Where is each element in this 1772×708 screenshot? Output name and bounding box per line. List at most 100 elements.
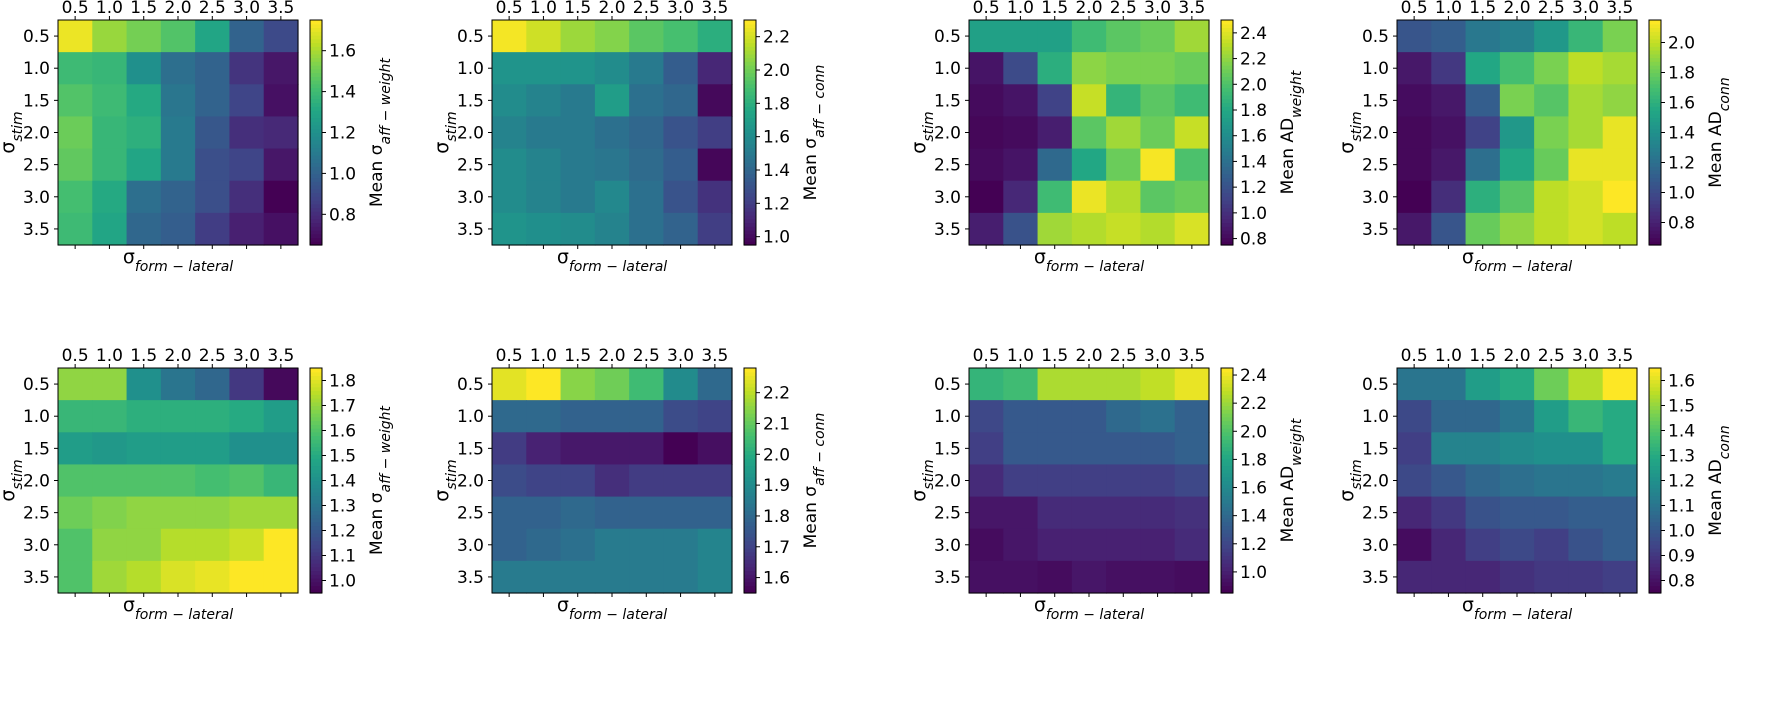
label-main: σ	[1034, 594, 1046, 616]
x-tick-label: 0.5	[1401, 0, 1428, 18]
colorbar-segment	[310, 510, 322, 515]
heatmap-cell	[560, 84, 596, 118]
colorbar-segment	[310, 113, 322, 119]
heatmap-cell	[1037, 464, 1073, 498]
label-main: Mean σ	[801, 486, 821, 549]
colorbar-segment	[1221, 23, 1233, 29]
y-tick-label: 3.0	[457, 536, 484, 556]
heatmap-cell	[492, 496, 527, 530]
colorbar-segment	[744, 491, 756, 497]
heatmap-cell	[160, 52, 196, 85]
heatmap-cell	[1568, 560, 1604, 594]
heatmap-cell	[1003, 148, 1039, 182]
colorbar-segment	[310, 428, 322, 433]
colorbar-segment	[744, 207, 756, 212]
x-tick-label: 1.5	[130, 346, 157, 366]
colorbar-segment	[1649, 570, 1661, 575]
colorbar-segment	[1221, 461, 1233, 467]
heatmap-cell	[1602, 180, 1638, 214]
x-tick-label: 2.5	[1110, 0, 1137, 18]
heatmap-cell	[58, 180, 93, 214]
colorbar-segment	[744, 230, 756, 235]
label: Mean σaff − conn	[801, 65, 828, 201]
y-tick-label: 1.5	[23, 91, 50, 111]
colorbar-segment	[310, 203, 322, 209]
heatmap-cell	[1397, 400, 1432, 433]
heatmap-cell	[195, 20, 231, 53]
heatmap-cell	[492, 560, 527, 594]
colorbar-segment	[744, 446, 756, 452]
colorbar-segment	[744, 42, 756, 47]
label: σform − lateral	[557, 246, 667, 275]
heatmap-cell	[594, 116, 630, 150]
heatmap-cell	[92, 400, 128, 433]
heatmap-cell	[263, 464, 299, 498]
y-tick-label: 3.0	[1362, 188, 1389, 208]
colorbar-tick-label: 2.4	[1240, 366, 1267, 386]
heatmap-cell	[1140, 52, 1176, 85]
heatmap-cell	[969, 180, 1004, 214]
heatmap-cell	[1140, 20, 1176, 53]
colorbar-segment	[744, 398, 756, 403]
colorbar-segment	[1649, 431, 1661, 437]
colorbar-segment	[1221, 102, 1233, 107]
colorbar-segment	[744, 566, 756, 572]
colorbar-segment	[1649, 151, 1661, 156]
y-tick-label: 2.5	[457, 504, 484, 524]
colorbar-segment	[1649, 68, 1661, 74]
colorbar-segment	[1649, 173, 1661, 179]
heatmap-cell	[1568, 148, 1604, 182]
colorbar-segment	[744, 80, 756, 85]
colorbar-segment	[1221, 207, 1233, 212]
label-subscript: stim	[921, 459, 937, 489]
x-tick-label: 3.0	[233, 0, 260, 18]
heatmap-cell	[195, 84, 231, 118]
heatmap-cell	[1106, 20, 1142, 53]
colorbar-segment	[310, 488, 322, 493]
x-tick-label: 3.5	[701, 0, 728, 18]
colorbar-segment	[744, 581, 756, 587]
label-subscript: stim	[1349, 111, 1365, 141]
colorbar-segment	[1649, 65, 1661, 70]
colorbar-segment	[744, 65, 756, 70]
colorbar-segment	[1649, 72, 1661, 77]
heatmap-cell	[1071, 212, 1107, 246]
heatmap-cell	[629, 560, 665, 594]
colorbar-segment	[310, 555, 322, 560]
heatmap-cell	[263, 560, 299, 594]
colorbar-segment	[744, 128, 756, 134]
colorbar-segment	[1221, 428, 1233, 433]
heatmap-cell	[594, 52, 630, 85]
colorbar-segment	[310, 405, 322, 410]
heatmap-cell	[229, 52, 265, 85]
heatmap-cell	[229, 20, 265, 53]
colorbar-segment	[310, 233, 322, 239]
heatmap-cell	[1071, 528, 1107, 562]
colorbar-tick-label: 1.8	[1240, 450, 1267, 470]
colorbar-segment	[1221, 435, 1233, 440]
colorbar-segment	[1221, 548, 1233, 553]
label-subscript: stim	[10, 111, 26, 141]
label-main: σ	[431, 142, 453, 154]
heatmap-cell	[969, 368, 1004, 401]
colorbar-segment	[744, 443, 756, 448]
colorbar-segment	[1649, 196, 1661, 201]
colorbar-segment	[310, 215, 322, 220]
colorbar-segment	[1221, 473, 1233, 478]
colorbar-segment	[1649, 218, 1661, 224]
colorbar-segment	[1221, 140, 1233, 145]
colorbar-segment	[744, 68, 756, 74]
colorbar-tick-label: 1.4	[1240, 507, 1267, 527]
colorbar-segment	[1649, 589, 1661, 594]
colorbar-segment	[1649, 132, 1661, 137]
colorbar-tick-label: 1.4	[1668, 124, 1695, 144]
colorbar-segment	[744, 435, 756, 440]
colorbar-segment	[744, 226, 756, 231]
label-subscript: form − lateral	[1046, 259, 1144, 275]
heatmap-cell	[160, 400, 196, 433]
colorbar-segment	[1221, 555, 1233, 560]
heatmap-cell	[195, 52, 231, 85]
heatmap-cell	[1037, 400, 1073, 433]
colorbar-segment	[310, 237, 322, 242]
